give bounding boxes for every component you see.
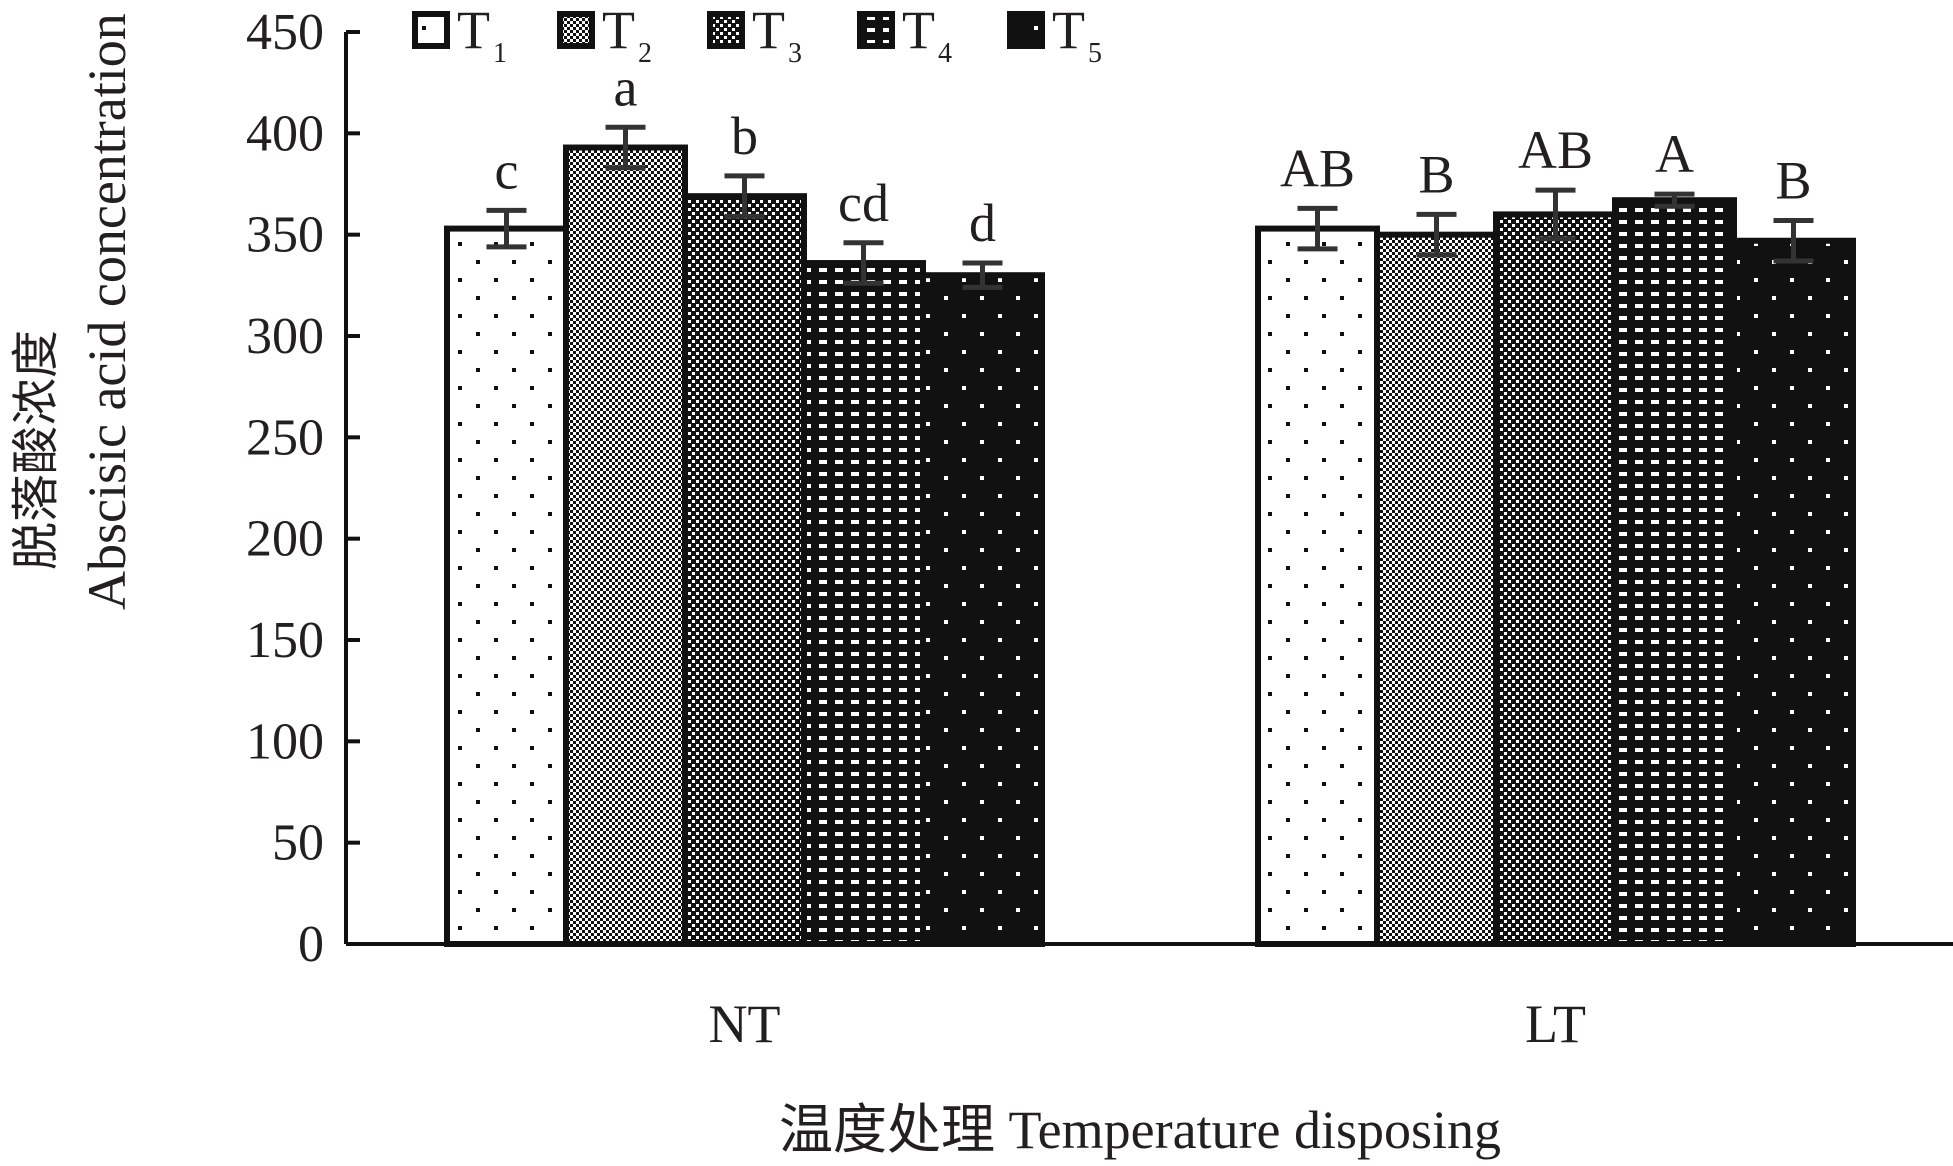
- bar: [682, 193, 807, 948]
- y-tick-label: 250: [246, 409, 324, 466]
- legend-swatch: [557, 11, 595, 49]
- significance-letter: AB: [1280, 138, 1355, 198]
- legend-label-subscript: 5: [1088, 38, 1102, 69]
- legend-swatch: [707, 11, 745, 49]
- significance-letter: a: [614, 57, 638, 117]
- y-tick-label: 450: [246, 4, 324, 61]
- legend-label-subscript: 3: [788, 38, 802, 69]
- legend-label: T: [457, 0, 490, 60]
- significance-letter: d: [969, 193, 996, 253]
- bar: [1493, 211, 1618, 947]
- y-tick-label: 100: [246, 713, 324, 770]
- bar: [1731, 237, 1856, 948]
- legend-label: T: [752, 0, 785, 60]
- x-axis-title: 温度处理 Temperature disposing: [779, 1100, 1501, 1160]
- y-axis-title-cn: 脱落酸浓度: [10, 330, 63, 570]
- y-tick-label: 200: [246, 511, 324, 568]
- significance-letter: B: [1775, 150, 1811, 210]
- legend-swatch: [1007, 11, 1045, 49]
- x-tick-label: NT: [709, 994, 781, 1054]
- bar: [801, 260, 926, 948]
- legend-label-subscript: 4: [938, 38, 952, 69]
- y-tick-label: 350: [246, 207, 324, 264]
- y-axis: 0 50 100 150 200 250 300 350 400 450: [246, 4, 1953, 973]
- y-tick-label: 400: [246, 105, 324, 162]
- y-axis-title-text: Abscisic acid concentration (μg·L: [77, 0, 137, 610]
- legend-label: T: [1052, 0, 1085, 60]
- y-tick-label: 0: [298, 916, 324, 973]
- bar: [563, 144, 688, 947]
- y-axis-title-en: Abscisic acid concentration (μg·L−1): [77, 0, 137, 610]
- y-tick-label: 150: [246, 612, 324, 669]
- legend-label-subscript: 2: [638, 38, 652, 69]
- significance-letter: B: [1418, 144, 1454, 204]
- significance-letter: cd: [838, 173, 889, 233]
- legend-swatch: [857, 11, 895, 49]
- bar: [444, 225, 569, 947]
- significance-letter: c: [495, 140, 519, 200]
- bar: [1255, 225, 1380, 947]
- significance-letter: AB: [1518, 120, 1593, 180]
- legend-label-subscript: 1: [493, 38, 507, 69]
- significance-letter: b: [731, 106, 758, 166]
- x-tick-label: LT: [1525, 994, 1586, 1054]
- legend-swatch: [412, 11, 450, 49]
- bar: [1374, 231, 1499, 947]
- legend-label: T: [602, 0, 635, 60]
- y-tick-label: 50: [272, 815, 324, 872]
- bar: [1612, 197, 1737, 948]
- y-tick-label: 300: [246, 308, 324, 365]
- bar: [920, 272, 1045, 947]
- significance-letter: A: [1655, 124, 1694, 184]
- legend-label: T: [902, 0, 935, 60]
